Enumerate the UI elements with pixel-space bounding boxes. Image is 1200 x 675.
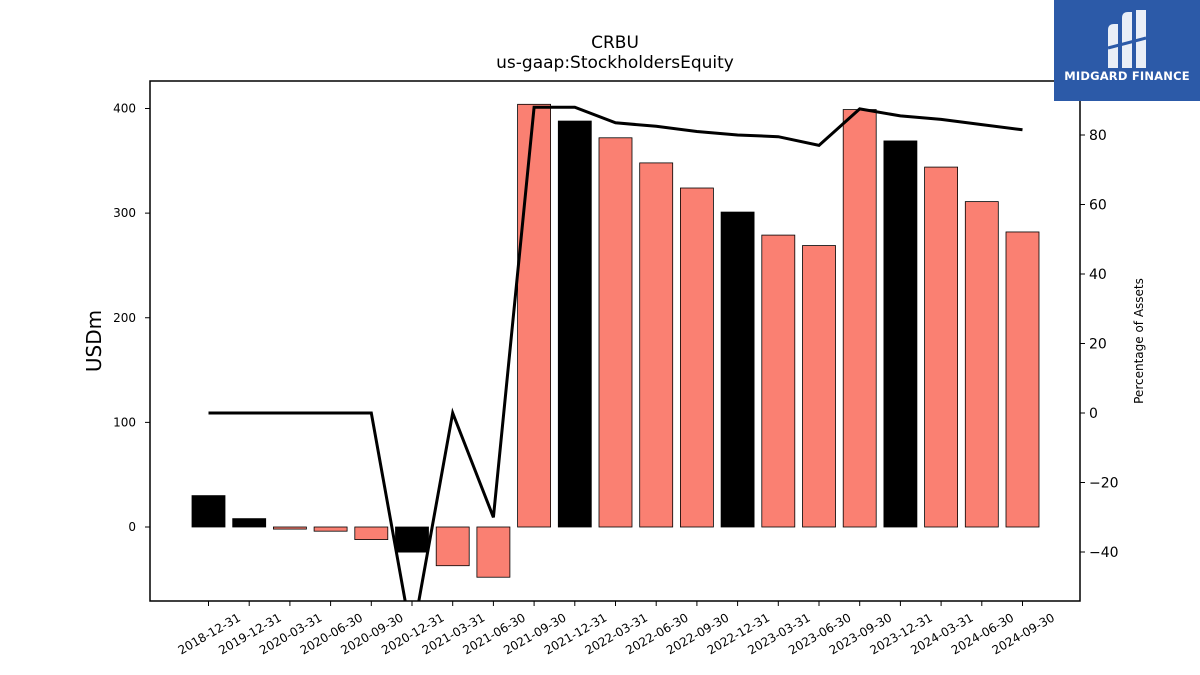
bar-2022-03-31 — [598, 137, 633, 528]
bar-2022-12-31 — [720, 211, 755, 528]
chart-title: CRBU — [591, 33, 639, 53]
bar-2022-09-30 — [680, 187, 714, 528]
bar-2023-03-31 — [761, 234, 796, 528]
bar-2021-06-30 — [476, 526, 511, 578]
bar-2021-03-31 — [435, 526, 470, 567]
bar-2020-06-30 — [313, 526, 348, 532]
bar-2020-12-31 — [395, 526, 429, 553]
bar-2024-03-31 — [924, 166, 958, 528]
y-tick-label-right: 20 — [1089, 337, 1107, 353]
y-tick-label-right: 80 — [1089, 128, 1107, 144]
bar-2020-09-30 — [354, 526, 389, 540]
bar-2020-03-31 — [272, 526, 307, 530]
bar-2022-06-30 — [639, 162, 674, 528]
bar-2018-12-31 — [191, 495, 226, 528]
bar-2021-09-30 — [517, 103, 551, 528]
y-tick-label-left: 200 — [113, 311, 136, 325]
y-axis-label-right: Percentage of Assets — [1132, 278, 1146, 404]
chart-subtitle: us-gaap:StockholdersEquity — [496, 53, 734, 73]
y-tick-label-left: 0 — [128, 520, 136, 534]
bar-2023-12-31 — [883, 140, 918, 528]
plot-frame — [149, 80, 1081, 602]
bar-2021-12-31 — [557, 120, 592, 528]
bar-2024-09-30 — [1005, 231, 1040, 528]
y-axis-label-left: USDm — [82, 310, 106, 372]
y-tick-label-right: 0 — [1089, 406, 1098, 422]
logo: MIDGARD FINANCE — [1054, 0, 1200, 101]
y-tick-label-left: 300 — [113, 206, 136, 220]
bar-2023-06-30 — [802, 245, 836, 528]
bar-2024-06-30 — [964, 201, 999, 528]
logo-text: MIDGARD FINANCE — [1064, 69, 1190, 83]
y-tick-label-right: 40 — [1089, 267, 1107, 283]
y-tick-label-right: −20 — [1089, 476, 1119, 492]
bar-2023-09-30 — [842, 109, 877, 528]
y-tick-label-right: 60 — [1089, 198, 1107, 214]
logo-mark-icon — [1107, 10, 1147, 68]
bar-2019-12-31 — [232, 518, 267, 528]
y-tick-label-left: 400 — [113, 102, 136, 116]
y-tick-label-right: −40 — [1089, 545, 1119, 561]
y-tick-label-left: 100 — [113, 415, 136, 429]
percentage-line — [208, 105, 1023, 601]
